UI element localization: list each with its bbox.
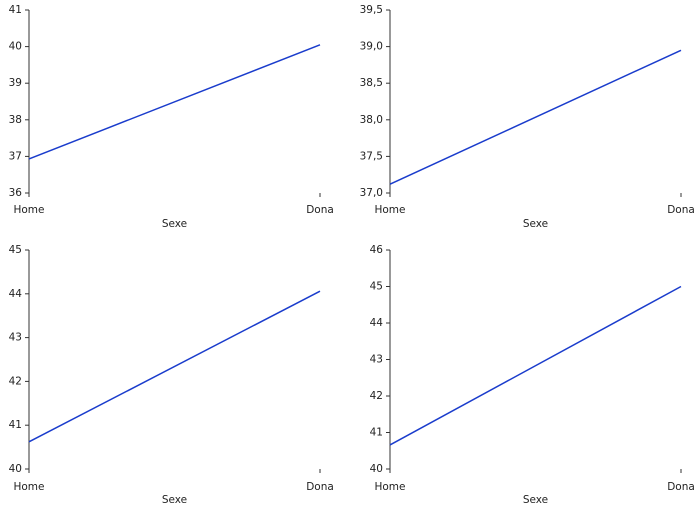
- y-tick-label: 45: [9, 244, 22, 256]
- x-axis-label: Sexe: [162, 494, 187, 506]
- data-line: [389, 285, 682, 446]
- y-tick-label: 36: [9, 187, 23, 199]
- y-tick-label: 45: [370, 281, 383, 293]
- y-tick-label: 40: [9, 41, 22, 53]
- y-tick-label: 44: [9, 288, 23, 300]
- y-tick-label: 43: [370, 354, 383, 366]
- y-tick-label: 43: [9, 332, 22, 344]
- y-tick-label: 37,0: [360, 187, 383, 199]
- y-tick-label: 38: [9, 114, 22, 126]
- x-axis-label: Sexe: [162, 218, 187, 230]
- x-tick-label: Home: [13, 481, 44, 493]
- y-tick-label: 41: [370, 427, 383, 439]
- y-tick-label: 39,5: [360, 4, 383, 16]
- y-tick-label: 37: [9, 150, 22, 162]
- x-tick-label: Dona: [667, 481, 695, 493]
- x-tick-label: Home: [374, 481, 405, 493]
- y-tick-label: 38,5: [360, 77, 383, 89]
- x-axis-label: Sexe: [523, 218, 548, 230]
- y-tick-label: 38,0: [360, 114, 383, 126]
- y-tick-label: 41: [9, 419, 22, 431]
- y-tick-label: 42: [370, 390, 383, 402]
- y-tick-label: 41: [9, 4, 22, 16]
- data-line: [28, 290, 321, 443]
- x-tick-label: Dona: [306, 204, 334, 216]
- y-tick-label: 40: [370, 463, 383, 475]
- y-tick-label: 39,0: [360, 41, 383, 53]
- data-line: [28, 44, 321, 160]
- y-tick-label: 37,5: [360, 150, 383, 162]
- data-line: [389, 49, 682, 185]
- x-axis-label: Sexe: [523, 494, 548, 506]
- x-tick-label: Home: [13, 204, 44, 216]
- x-tick-label: Dona: [306, 481, 334, 493]
- y-tick-label: 39: [9, 77, 22, 89]
- y-tick-label: 42: [9, 375, 22, 387]
- y-tick-label: 44: [370, 317, 384, 329]
- y-tick-label: 40: [9, 463, 22, 475]
- x-tick-label: Dona: [667, 204, 695, 216]
- y-tick-label: 46: [370, 244, 384, 256]
- x-tick-label: Home: [374, 204, 405, 216]
